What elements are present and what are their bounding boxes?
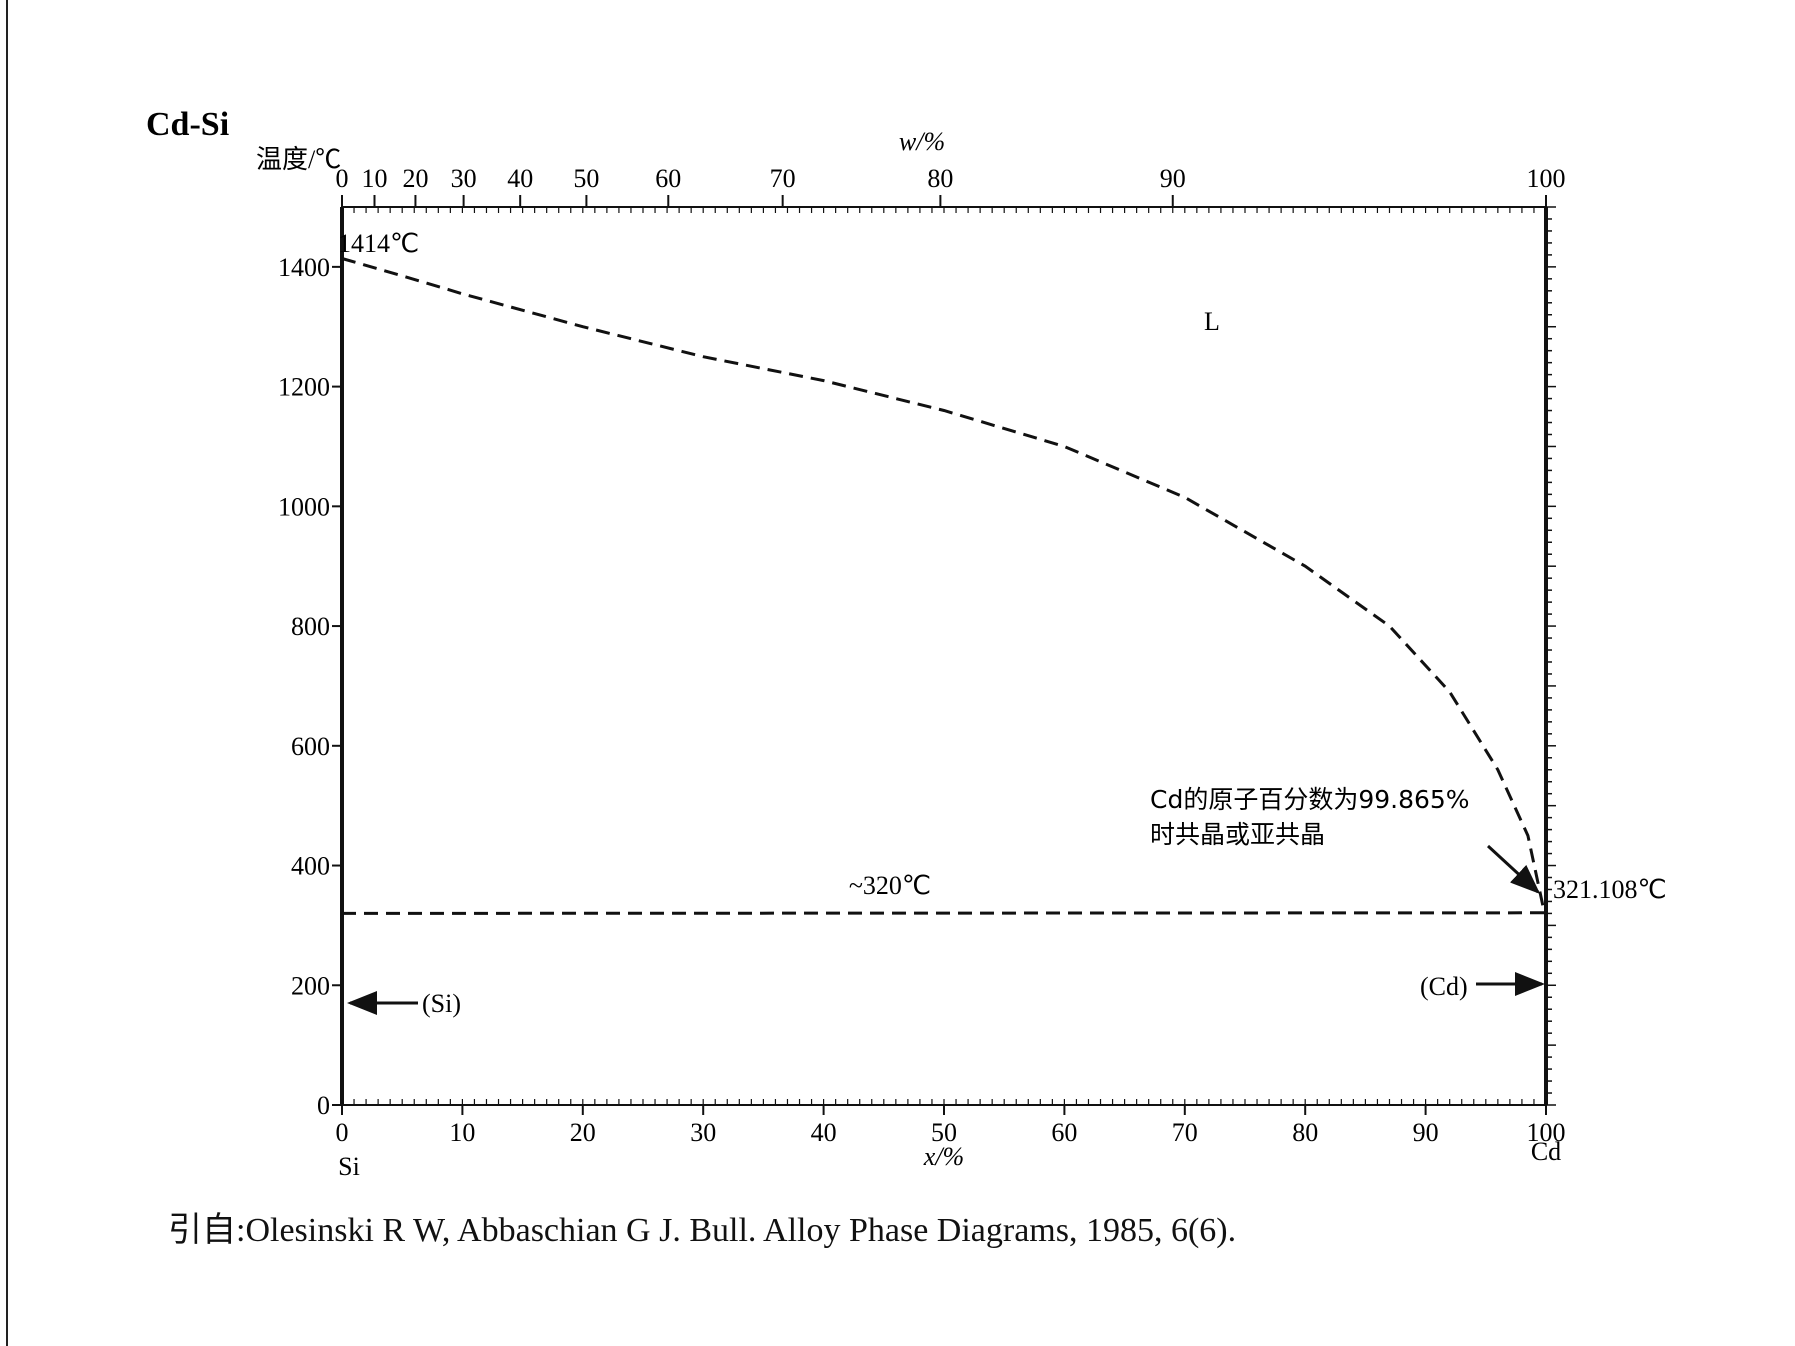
- page-border-line: [6, 0, 8, 1346]
- x-tick-label: 100: [1527, 1118, 1566, 1147]
- series-layer: [341, 257, 1546, 915]
- bottom-x-axis-label: x/%: [923, 1142, 964, 1171]
- si-melting-point-label: 1414℃: [338, 229, 419, 258]
- y-axis-label: 温度/℃: [256, 145, 341, 174]
- x-tick-label: 60: [1051, 1118, 1077, 1147]
- liquid-region-label: L: [1204, 307, 1220, 336]
- x-tick-label: 20: [570, 1118, 596, 1147]
- x-tick-label: 90: [1413, 1118, 1439, 1147]
- eutectic-note-line-2: 时共晶或亚共晶: [1150, 820, 1325, 849]
- si-phase-label: (Si): [422, 989, 461, 1018]
- top-tick-label: 80: [927, 164, 953, 193]
- y-tick-label: 600: [291, 732, 330, 761]
- top-tick-label: 90: [1160, 164, 1186, 193]
- top-tick-label: 20: [402, 164, 428, 193]
- top-tick-label: 70: [770, 164, 796, 193]
- y-tick-label: 200: [291, 971, 330, 1000]
- y-tick-label: 1000: [278, 492, 330, 521]
- x-tick-label: 50: [931, 1118, 957, 1147]
- top-tick-label: 10: [362, 164, 388, 193]
- x-tick-label: 30: [690, 1118, 716, 1147]
- top-x-axis-label: w/%: [899, 127, 945, 156]
- plot-frame: [340, 206, 1548, 1106]
- top-tick-label: 50: [573, 164, 599, 193]
- x-tick-label: 40: [811, 1118, 837, 1147]
- cd-eutectic-point-label: 321.108℃: [1553, 875, 1667, 904]
- x-tick-label: 70: [1172, 1118, 1198, 1147]
- eutectic-temperature-label: ~320℃: [849, 871, 931, 900]
- x-tick-label: 10: [449, 1118, 475, 1147]
- eutectic-note-line-1: Cd的原子百分数为99.865%: [1150, 785, 1470, 814]
- y-tick-label: 0: [317, 1091, 330, 1120]
- x-tick-label: 80: [1292, 1118, 1318, 1147]
- top-tick-label: 60: [655, 164, 681, 193]
- liquidus-curve: [341, 257, 1546, 914]
- top-tick-label: 40: [507, 164, 533, 193]
- eutectic-note-arrow: [1486, 844, 1541, 895]
- element-left-label: Si: [338, 1152, 360, 1181]
- cd-phase-label: (Cd): [1420, 972, 1468, 1001]
- top-tick-label: 0: [336, 164, 349, 193]
- y-tick-label: 400: [291, 852, 330, 881]
- x-tick-label: 0: [336, 1118, 349, 1147]
- y-tick-label: 800: [291, 612, 330, 641]
- y-tick-label: 1400: [278, 253, 330, 282]
- element-right-label: Cd: [1531, 1137, 1561, 1166]
- eutectic-line: [341, 911, 1545, 915]
- chart-title: Cd-Si: [146, 106, 229, 143]
- top-tick-label: 30: [451, 164, 477, 193]
- citation-text: 引自:Olesinski R W, Abbaschian G J. Bull. …: [168, 1212, 1237, 1249]
- y-tick-label: 1200: [278, 373, 330, 402]
- top-tick-label: 100: [1527, 164, 1566, 193]
